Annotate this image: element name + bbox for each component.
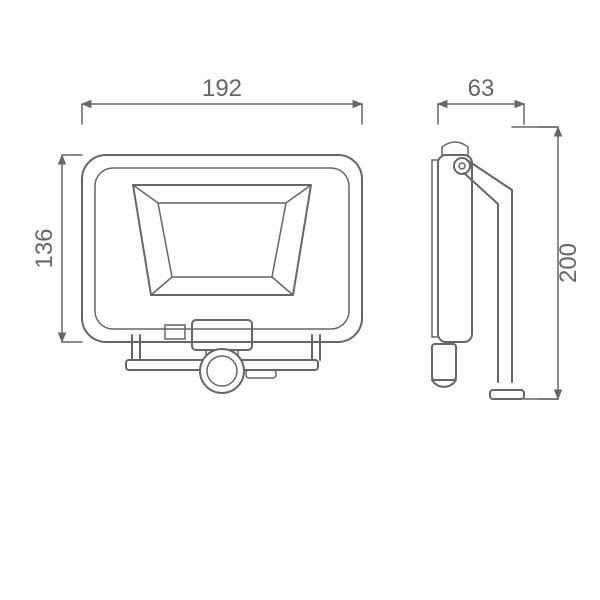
dim-height-200: 200 [555, 243, 582, 283]
side-view: 63 200 [432, 75, 582, 399]
dimension-diagram: 192 136 63 200 [0, 0, 600, 600]
front-view: 192 136 [31, 75, 362, 393]
dim-height-136: 136 [31, 228, 58, 268]
dim-depth-63: 63 [468, 75, 495, 102]
dim-width-192: 192 [202, 75, 242, 102]
